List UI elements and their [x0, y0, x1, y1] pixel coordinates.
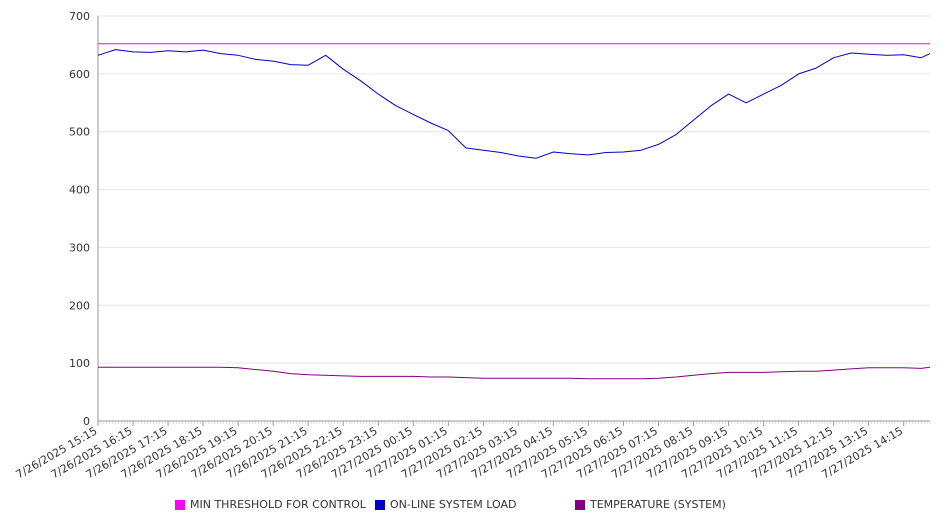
y-tick-label: 400: [69, 184, 90, 197]
series-lines: [97, 43, 931, 380]
legend-item-system-load[interactable]: ON-LINE SYSTEM LOAD: [375, 498, 516, 511]
legend-swatch-min-threshold: [175, 499, 185, 510]
y-tick-label: 100: [69, 357, 90, 370]
grid-lines: [98, 15, 930, 364]
y-tick-label: 500: [69, 126, 90, 139]
legend-label-temperature: TEMPERATURE (SYSTEM): [590, 498, 726, 511]
y-tick-label: 600: [69, 68, 90, 81]
legend-label-system-load: ON-LINE SYSTEM LOAD: [390, 498, 517, 511]
x-axis: 7/26/2025 15:157/26/2025 16:157/26/2025 …: [14, 420, 931, 481]
legend-label-min-threshold: MIN THRESHOLD FOR CONTROL: [190, 498, 366, 511]
legend-swatch-temperature: [575, 499, 585, 510]
legend: MIN THRESHOLD FOR CONTROL ON-LINE SYSTEM…: [0, 498, 946, 514]
y-tick-label: 0: [83, 415, 90, 428]
y-tick-label: 700: [69, 10, 90, 23]
y-axis: 0 100 200 300 400 500 600 700: [69, 10, 99, 428]
series-line-on-line-system-load: [97, 49, 931, 159]
y-tick-label: 300: [69, 241, 90, 254]
y-tick-label: 200: [69, 299, 90, 312]
legend-item-min-threshold[interactable]: MIN THRESHOLD FOR CONTROL: [175, 498, 366, 511]
series-line-temperature-system: [98, 366, 931, 380]
legend-swatch-system-load: [375, 499, 385, 510]
legend-item-temperature[interactable]: TEMPERATURE (SYSTEM): [575, 498, 726, 511]
